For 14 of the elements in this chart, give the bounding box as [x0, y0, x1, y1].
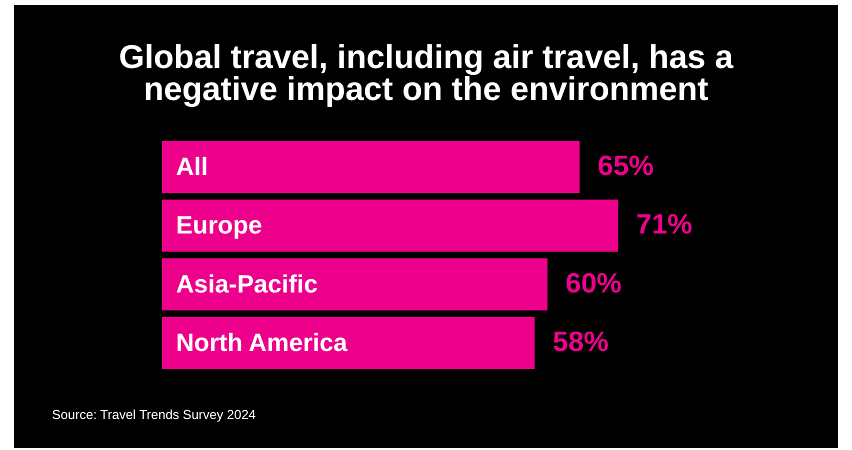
bar	[162, 141, 580, 194]
data-label: 58%	[552, 326, 609, 357]
data-label: 65%	[598, 150, 654, 182]
y-tick-label: All	[176, 153, 208, 182]
chart-title: Global travel, including air travel, has a negative impact on the environment	[118, 38, 734, 107]
y-tick-label: North America	[176, 328, 348, 357]
bar	[162, 200, 618, 252]
data-label: 60%	[566, 267, 622, 298]
bar	[162, 316, 535, 369]
data-label: 71%	[636, 208, 692, 240]
y-tick-label: Europe	[176, 212, 262, 240]
bar	[162, 258, 548, 310]
y-tick-label: Asia-Pacific	[176, 270, 318, 298]
source-note: Source: Travel Trends Survey 2024	[52, 407, 256, 422]
